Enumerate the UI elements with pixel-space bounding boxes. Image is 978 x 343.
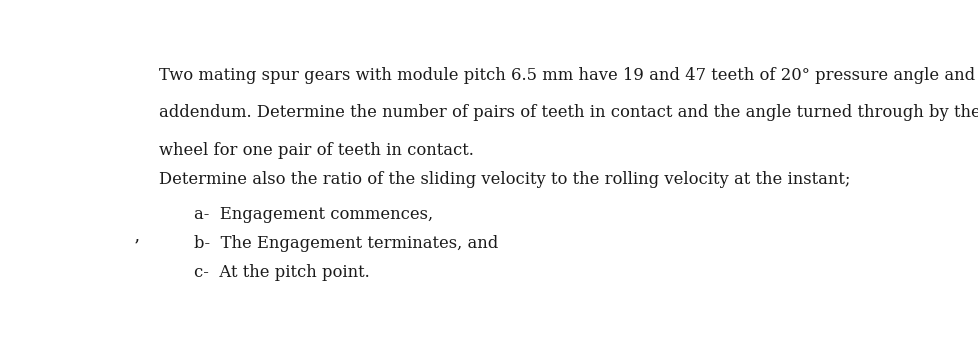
Text: b-  The Engagement terminates, and: b- The Engagement terminates, and bbox=[195, 235, 498, 252]
Text: c-  At the pitch point.: c- At the pitch point. bbox=[195, 264, 370, 281]
Text: ’: ’ bbox=[134, 238, 140, 256]
Text: addendum. Determine the number of pairs of teeth in contact and the angle turned: addendum. Determine the number of pairs … bbox=[158, 104, 978, 121]
Text: Two mating spur gears with module pitch 6.5 mm have 19 and 47 teeth of 20° press: Two mating spur gears with module pitch … bbox=[158, 67, 978, 84]
Text: Determine also the ratio of the sliding velocity to the rolling velocity at the : Determine also the ratio of the sliding … bbox=[158, 171, 849, 188]
Text: a-  Engagement commences,: a- Engagement commences, bbox=[195, 206, 433, 223]
Text: wheel for one pair of teeth in contact.: wheel for one pair of teeth in contact. bbox=[158, 142, 473, 159]
